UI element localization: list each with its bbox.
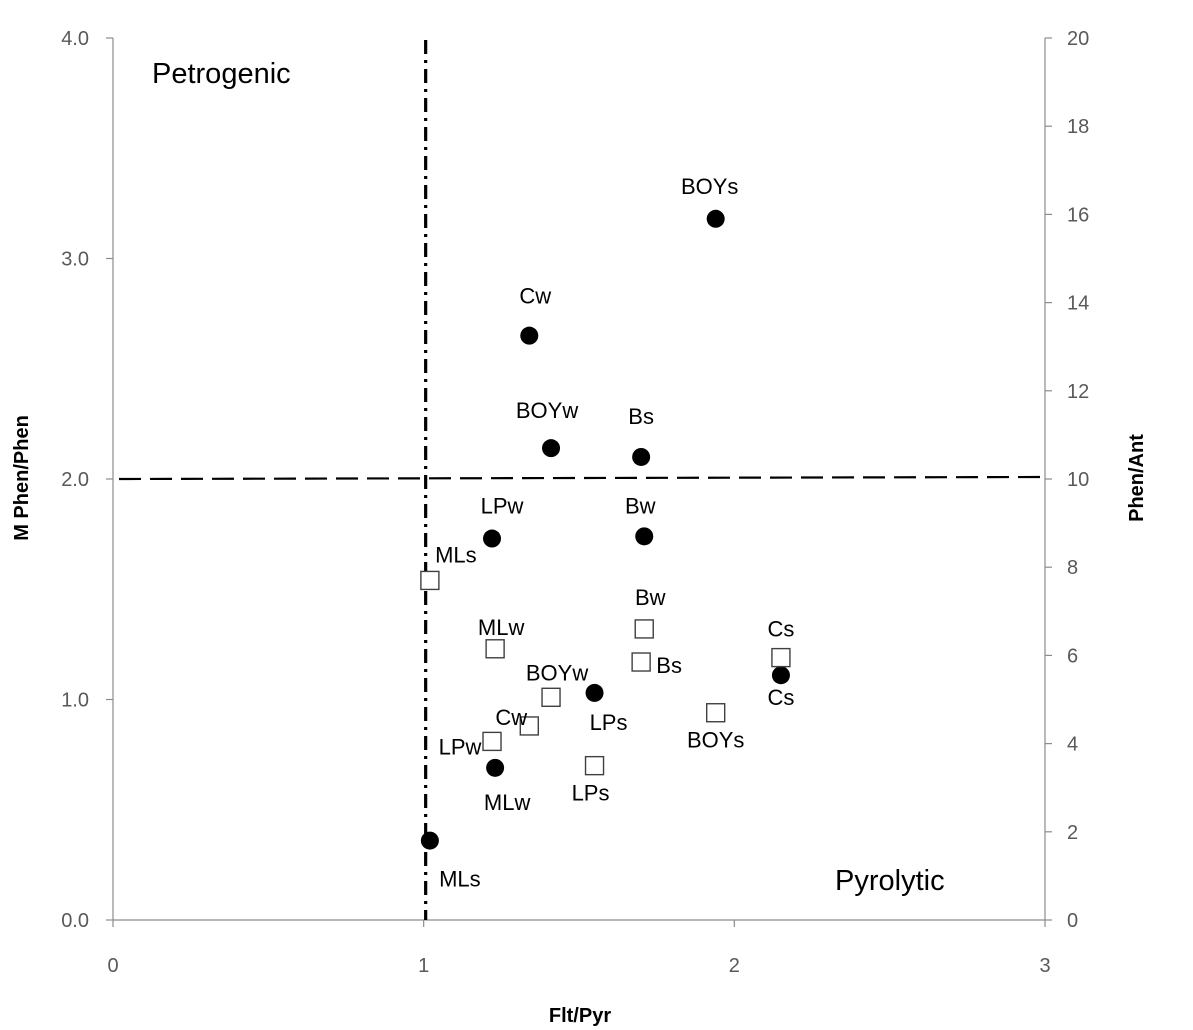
data-point-label: Bs — [656, 653, 682, 678]
data-point-label: MLs — [435, 542, 477, 567]
data-point-circle — [635, 527, 654, 546]
x-tick-label: 1 — [418, 955, 429, 977]
data-point-square — [519, 716, 539, 736]
y2-tick-label: 18 — [1067, 116, 1089, 138]
data-point-square — [541, 687, 561, 707]
region-label-pyrolytic: Pyrolytic — [835, 865, 945, 897]
data-point-label: MLs — [439, 867, 481, 892]
data-point-label: MLw — [478, 615, 525, 640]
data-point-label: MLw — [484, 790, 531, 815]
horizontal-threshold-line — [118, 475, 1042, 481]
x-axis-title: Flt/Pyr — [549, 1005, 611, 1027]
data-point-square — [634, 619, 654, 639]
data-point-circle — [483, 529, 502, 548]
data-point-circle — [420, 831, 439, 850]
y2-tick-label: 14 — [1067, 293, 1089, 315]
data-point-label: Bs — [628, 404, 654, 429]
data-points — [420, 209, 791, 850]
y-tick-label: 3.0 — [61, 249, 89, 271]
y2-tick-label: 16 — [1067, 204, 1089, 226]
data-point-circle — [520, 326, 539, 345]
data-point-circle — [486, 758, 505, 777]
data-point-label: LPw — [481, 494, 524, 519]
point-labels: BOYs Cw BOYw Bs LPw Bw Cs LPs MLw MLs MLs MLw Bw Bs Cs… — [435, 174, 794, 892]
data-point-circle — [542, 439, 561, 458]
data-point-square — [771, 647, 791, 668]
data-point-label: BOYw — [516, 398, 578, 423]
data-point-square — [482, 731, 502, 752]
y2-tick-label: 0 — [1067, 910, 1078, 932]
data-point-label: LPs — [572, 781, 610, 806]
y2-tick-label: 12 — [1067, 381, 1089, 403]
data-point-square — [584, 755, 605, 776]
data-point-label: Cs — [767, 685, 794, 710]
data-point-label: LPs — [590, 710, 628, 735]
data-point-label: BOYs — [687, 728, 744, 753]
data-point-label: BOYs — [681, 174, 738, 199]
y2-tick-label: 2 — [1067, 822, 1078, 844]
y2-tick-label: 20 — [1067, 28, 1089, 50]
x-tick-label: 2 — [729, 955, 740, 977]
data-point-label: Cs — [767, 617, 794, 642]
data-point-label: Cw — [495, 705, 527, 730]
data-point-square — [631, 652, 651, 672]
x-tick-label: 0 — [107, 955, 118, 977]
data-point-circle — [706, 209, 725, 228]
data-point-label: Cw — [519, 284, 551, 309]
data-point-label: LPw — [439, 734, 482, 759]
y-axis-title: M Phen/Phen — [11, 415, 33, 541]
y2-tick-label: 8 — [1067, 557, 1078, 579]
data-point-square — [705, 703, 726, 723]
y-tick-label: 4.0 — [61, 28, 89, 50]
y2-axis-title: Phen/Ant — [1126, 434, 1148, 522]
y-tick-label: 0.0 — [61, 910, 89, 932]
data-point-label: Bw — [625, 493, 656, 518]
x-tick-label: 3 — [1039, 955, 1050, 977]
y2-tick-label: 10 — [1067, 469, 1089, 491]
y-tick-label: 1.0 — [61, 690, 89, 712]
data-point-circle — [771, 666, 790, 685]
y2-tick-label: 6 — [1067, 645, 1078, 667]
threshold-lines — [118, 40, 1042, 920]
region-label-petrogenic: Petrogenic — [152, 58, 291, 90]
data-point-label: Bw — [635, 585, 666, 610]
data-point-square — [485, 639, 505, 659]
y-tick-label: 2.0 — [61, 469, 89, 491]
data-point-square — [420, 570, 440, 591]
data-point-label: BOYw — [526, 660, 588, 685]
y2-tick-label: 4 — [1067, 734, 1078, 756]
data-point-circle — [585, 683, 604, 702]
data-point-circle — [632, 447, 651, 466]
